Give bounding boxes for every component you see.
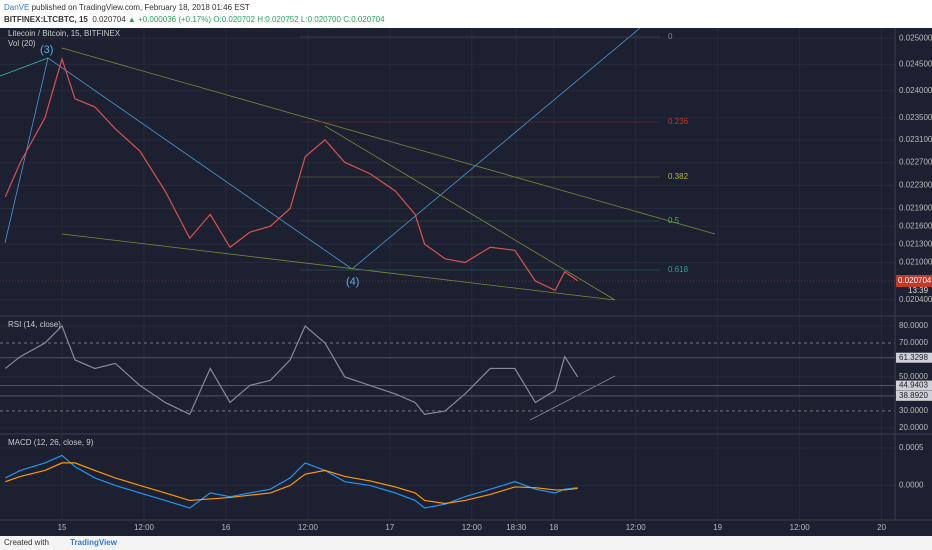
x-tick-label: 12:00 [790, 523, 811, 532]
price-tag [896, 275, 932, 287]
y-tick-label: 0.020400 [899, 295, 932, 304]
ohlc: C:0.020704 [343, 15, 385, 24]
publish-line: DanVE published on TradingView.com, Febr… [4, 3, 250, 12]
y-tick-label: 0.022700 [899, 157, 932, 166]
y-tick-label: 0.024000 [899, 86, 932, 95]
level-label: 61.3298 [899, 353, 928, 362]
ohlc: O:0.020702 [213, 15, 256, 24]
wave-line [0, 57, 49, 77]
trendline [529, 375, 616, 421]
pane-title: MACD (12, 26, close, 9) [8, 438, 94, 447]
x-tick-label: 12:00 [626, 523, 647, 532]
header: DanVE published on TradingView.com, Febr… [0, 0, 932, 28]
trendline [61, 47, 716, 235]
ohlc: H:0.020752 [257, 15, 299, 24]
pane-title: RSI (14, close) [8, 320, 61, 329]
y-tick-label: 0.0000 [899, 481, 924, 490]
y-tick-label: 0.021300 [899, 239, 932, 248]
change: ▲ +0.000036 (+0.17%) [127, 15, 212, 24]
x-tick-label: 20 [877, 523, 886, 532]
ohlc: L:0.020700 [300, 15, 341, 24]
series-line [4, 324, 579, 416]
symbol: BITFINEX:LTCBTC, 15 [4, 15, 88, 24]
level-tag [896, 352, 932, 363]
y-tick-label: 0.023500 [899, 113, 932, 122]
fib-label: 0.618 [668, 265, 689, 274]
y-tick-label: 0.021000 [899, 258, 932, 267]
y-tick-label: 0.024500 [899, 59, 932, 68]
y-tick-label: 70.0000 [899, 338, 928, 347]
fib-label: 0.5 [668, 216, 680, 225]
y-tick-label: 50.0000 [899, 372, 928, 381]
x-tick-label: 19 [713, 523, 722, 532]
x-tick-label: 12:00 [298, 523, 319, 532]
trendline [61, 233, 616, 301]
level-label: 38.8920 [899, 391, 928, 400]
chart: 0 0.236 0.382 0.5 0.618 (3) (4) Litecoin… [0, 28, 932, 536]
x-tick-label: 17 [385, 523, 394, 532]
y-tick-label: 80.0000 [899, 321, 928, 330]
level-tag [896, 380, 932, 391]
wave-label: (4) [346, 276, 359, 288]
x-tick-label: 18 [549, 523, 558, 532]
author[interactable]: DanVE [4, 3, 30, 12]
countdown: 13:39 [908, 286, 929, 295]
x-tick-label: 15 [58, 523, 67, 532]
y-tick-label: 30.0000 [899, 406, 928, 415]
created: Created with [4, 538, 49, 547]
y-tick-label: 0.025000 [899, 33, 932, 42]
wave-label: (3) [40, 44, 53, 56]
y-tick-label: 20.0000 [899, 423, 928, 432]
trendline [324, 125, 616, 301]
x-tick-label: 12:00 [462, 523, 483, 532]
published: published on TradingView.com, February 1… [31, 3, 250, 12]
x-tick-label: 16 [221, 523, 230, 532]
symbol-line: BITFINEX:LTCBTC, 15 0.020704 ▲ +0.000036… [4, 15, 385, 24]
fib-label: 0.236 [668, 117, 689, 126]
series-line [4, 56, 579, 292]
brand[interactable]: TradingView [70, 538, 117, 547]
legend-title: Litecoin / Bitcoin, 15, BITFINEX [8, 29, 121, 38]
y-tick-label: 0.0005 [899, 443, 924, 452]
series-line [5, 454, 578, 509]
x-tick-label: 12:00 [134, 523, 155, 532]
fib-label: 0 [668, 32, 673, 41]
fib-label: 0.382 [668, 172, 689, 181]
level-tag [896, 390, 932, 401]
price-tag-text: 0.020704 [898, 276, 932, 285]
y-tick-label: 0.022300 [899, 180, 932, 189]
footer: Created with TradingView [0, 536, 932, 550]
y-tick-label: 0.021600 [899, 221, 932, 230]
legend-volume: Vol (20) [8, 39, 36, 48]
x-tick-label: 18:30 [506, 523, 527, 532]
y-tick-label: 0.021900 [899, 204, 932, 213]
level-label: 44.9403 [899, 381, 928, 390]
last: 0.020704 [92, 15, 126, 24]
series-line [5, 462, 578, 505]
y-tick-label: 0.023100 [899, 135, 932, 144]
